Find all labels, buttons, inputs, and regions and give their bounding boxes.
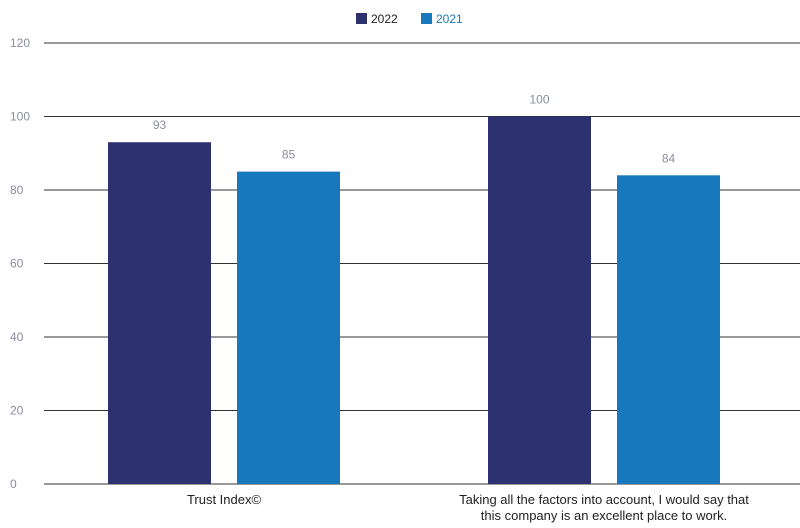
- bar-2021-cat2: [617, 175, 720, 485]
- y-tick-label-20: 20: [10, 404, 24, 418]
- legend-label-2021: 2021: [436, 12, 463, 26]
- data-label-2021-cat2: 84: [662, 151, 676, 165]
- bar-layer: [108, 116, 720, 485]
- y-tick-label-100: 100: [10, 110, 30, 124]
- legend-label-2022: 2022: [371, 12, 398, 26]
- x-category-label-2-line-1: Taking all the factors into account, I w…: [459, 492, 749, 507]
- y-tick-label-0: 0: [10, 477, 17, 491]
- x-category-label-1-line-1: Trust Index©: [187, 492, 262, 507]
- data-label-2022-cat2: 100: [529, 93, 549, 107]
- x-category-label-1: Trust Index©: [187, 492, 262, 507]
- legend: 2022 2021: [356, 12, 463, 26]
- legend-swatch-2022: [356, 13, 367, 24]
- bar-2022-cat1: [108, 142, 211, 484]
- data-label-2022-cat1: 93: [153, 118, 167, 132]
- x-category-label-2-line-2: this company is an excellent place to wo…: [481, 508, 727, 523]
- y-tick-label-120: 120: [10, 36, 30, 50]
- bar-2022-cat2: [488, 116, 591, 484]
- y-tick-label-80: 80: [10, 183, 24, 197]
- legend-swatch-2021: [421, 13, 432, 24]
- label-layer: 93 85 Trust Index© 100 84 Taking all the fact…: [153, 93, 749, 524]
- bar-2021-cat1: [237, 171, 340, 484]
- y-tick-label-40: 40: [10, 330, 24, 344]
- y-tick-label-60: 60: [10, 257, 24, 271]
- x-category-label-2: Taking all the factors into account, I w…: [459, 492, 749, 523]
- data-label-2021-cat1: 85: [282, 148, 296, 162]
